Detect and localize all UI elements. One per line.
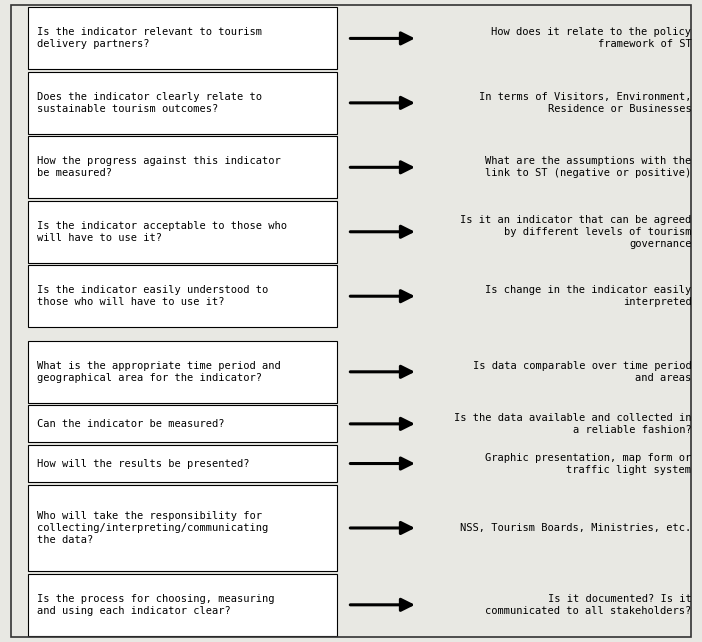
Text: How the progress against this indicator
be measured?: How the progress against this indicator … [37,156,280,178]
Text: Is data comparable over time period
and areas: Is data comparable over time period and … [472,361,691,383]
Text: What is the appropriate time period and
geographical area for the indicator?: What is the appropriate time period and … [37,361,280,383]
Text: Is it documented? Is it
communicated to all stakeholders?: Is it documented? Is it communicated to … [485,594,691,616]
FancyBboxPatch shape [28,201,337,263]
Text: In terms of Visitors, Environment,
Residence or Businesses: In terms of Visitors, Environment, Resid… [479,92,691,114]
Text: Is the data available and collected in
a reliable fashion?: Is the data available and collected in a… [454,413,691,435]
FancyBboxPatch shape [28,72,337,134]
Text: Does the indicator clearly relate to
sustainable tourism outcomes?: Does the indicator clearly relate to sus… [37,92,262,114]
Text: Is the indicator relevant to tourism
delivery partners?: Is the indicator relevant to tourism del… [37,28,262,49]
Text: Is the process for choosing, measuring
and using each indicator clear?: Is the process for choosing, measuring a… [37,594,274,616]
Text: Is change in the indicator easily
interpreted: Is change in the indicator easily interp… [485,285,691,308]
Text: How will the results be presented?: How will the results be presented? [37,458,249,469]
Text: Who will take the responsibility for
collecting/interpreting/communicating
the d: Who will take the responsibility for col… [37,511,267,545]
FancyBboxPatch shape [28,445,337,482]
Text: What are the assumptions with the
link to ST (negative or positive): What are the assumptions with the link t… [485,156,691,178]
Text: Is the indicator acceptable to those who
will have to use it?: Is the indicator acceptable to those who… [37,221,286,243]
FancyBboxPatch shape [28,405,337,442]
FancyBboxPatch shape [28,574,337,636]
Text: How does it relate to the policy
framework of ST: How does it relate to the policy framewo… [491,28,691,49]
Text: Can the indicator be measured?: Can the indicator be measured? [37,419,224,429]
Text: Is the indicator easily understood to
those who will have to use it?: Is the indicator easily understood to th… [37,285,267,308]
FancyBboxPatch shape [28,341,337,403]
FancyBboxPatch shape [28,8,337,69]
Text: Graphic presentation, map form or
traffic light system: Graphic presentation, map form or traffi… [485,453,691,474]
FancyBboxPatch shape [28,265,337,327]
Text: Is it an indicator that can be agreed
by different levels of tourism
governance: Is it an indicator that can be agreed by… [461,215,691,248]
FancyBboxPatch shape [28,485,337,571]
FancyBboxPatch shape [28,136,337,198]
Text: NSS, Tourism Boards, Ministries, etc.: NSS, Tourism Boards, Ministries, etc. [461,523,691,533]
